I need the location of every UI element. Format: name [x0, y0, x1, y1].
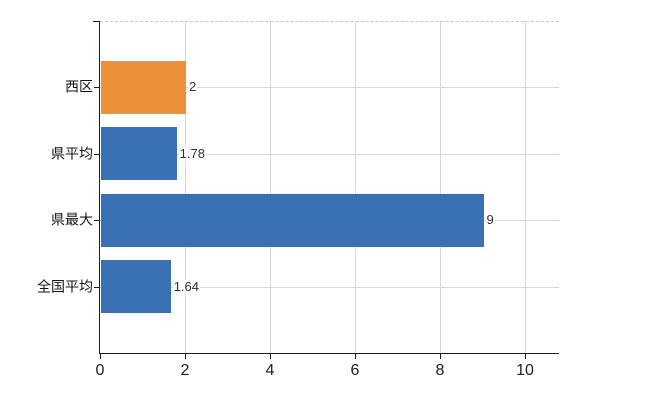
category-tick-mark	[94, 220, 100, 222]
horizontal-gridline	[100, 153, 559, 155]
vertical-gridline	[355, 21, 356, 353]
category-label: 全国平均	[37, 277, 93, 294]
x-axis-tick-mark	[270, 354, 271, 359]
x-axis-tick-label: 6	[350, 362, 360, 379]
bar-value-label: 1.78	[178, 145, 206, 161]
vertical-gridline	[440, 21, 441, 353]
vertical-gridline	[185, 21, 186, 353]
x-axis-tick-label: 2	[180, 362, 190, 379]
category-tick-mark	[94, 87, 100, 89]
x-axis-tick-mark	[525, 354, 526, 359]
category-tick-mark	[94, 286, 100, 288]
x-axis-tick-mark	[100, 354, 101, 359]
x-axis-tick-label: 10	[516, 362, 534, 379]
x-axis-tick-mark	[355, 354, 356, 359]
bar-2	[101, 127, 177, 181]
y-axis-line	[99, 21, 101, 354]
bar-4	[101, 260, 171, 314]
category-label: 県最大	[51, 211, 93, 228]
horizontal-gridline	[100, 87, 559, 89]
x-axis-line	[99, 353, 559, 355]
bar-1	[101, 60, 186, 114]
bar-value-label: 2	[188, 79, 198, 95]
bar-value-label: 1.64	[172, 278, 200, 294]
category-tick-mark	[94, 153, 100, 155]
x-axis-tick-label: 4	[265, 362, 275, 379]
x-axis-tick-mark	[185, 354, 186, 359]
bar-value-label: 9	[485, 212, 495, 228]
x-axis-tick-label: 8	[435, 362, 445, 379]
horizontal-gridline	[100, 286, 559, 288]
vertical-gridline	[525, 21, 526, 353]
x-axis-tick-mark	[440, 354, 441, 359]
category-label: 県平均	[51, 145, 93, 162]
x-axis-tick-label: 0	[95, 362, 105, 379]
axis-top-tick-mark	[93, 21, 100, 22]
category-label: 西区	[65, 78, 93, 95]
plot-area	[100, 21, 559, 354]
vertical-gridline	[270, 21, 271, 353]
bar-3	[101, 193, 484, 247]
